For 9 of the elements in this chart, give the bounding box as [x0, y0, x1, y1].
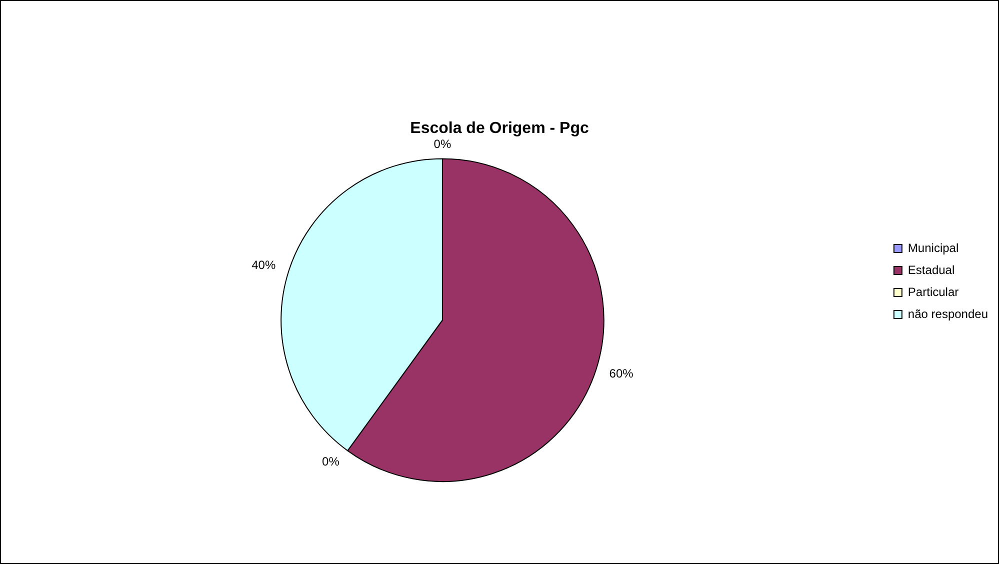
text: 0% — [434, 137, 452, 152]
data-label: 60% — [609, 366, 634, 381]
data-label: 40% — [252, 258, 276, 272]
legend-label: não respondeu — [908, 306, 988, 321]
text: 0% — [322, 454, 340, 468]
legend-label: Estadual — [908, 262, 955, 277]
legend-label: Municipal — [908, 240, 959, 255]
legend-label: Particular — [908, 284, 959, 299]
chart-title: Escola de Origem - Pgc — [410, 120, 589, 138]
